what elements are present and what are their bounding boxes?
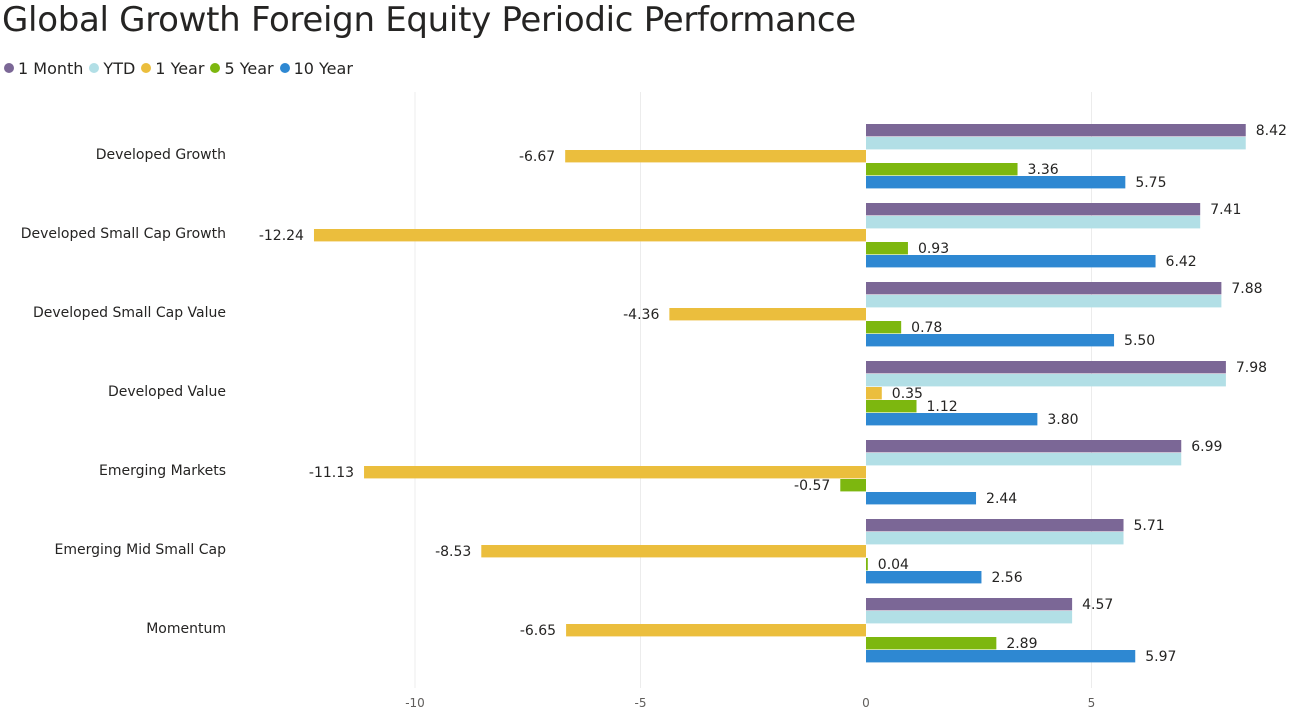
bar[interactable] [364,466,866,479]
bar[interactable] [866,242,908,255]
bar[interactable] [866,400,917,413]
data-label: 5.71 [1134,518,1165,534]
bar[interactable] [866,334,1115,347]
bar[interactable] [866,440,1182,453]
bar[interactable] [669,308,866,321]
data-label: -6.65 [520,623,556,639]
data-label: 0.04 [878,557,909,573]
chart-title: Global Growth Foreign Equity Periodic Pe… [2,0,856,40]
data-label: 2.44 [986,491,1017,507]
data-label: 7.41 [1210,202,1241,218]
data-label: 8.42 [1256,123,1287,139]
legend-item-1-month[interactable]: 1 Month [4,59,83,78]
data-label: 0.35 [892,386,923,402]
x-tick-label: -10 [405,696,425,710]
bar[interactable] [866,532,1124,545]
legend-label: YTD [103,58,136,78]
data-label: -8.53 [435,544,471,560]
bar[interactable] [566,624,866,637]
bar[interactable] [565,150,866,163]
data-label: 0.78 [911,320,942,336]
data-label: 7.88 [1231,281,1262,297]
bar[interactable] [866,216,1201,229]
legend-item-1-year[interactable]: 1 Year [141,59,204,78]
legend-marker-icon [279,63,290,73]
legend-marker-icon [89,63,100,73]
data-label: 3.36 [1028,162,1059,178]
data-label: -6.67 [519,149,555,165]
data-label: 3.80 [1047,412,1078,428]
bar[interactable] [866,163,1018,176]
bar[interactable] [866,598,1073,611]
bar[interactable] [866,361,1226,374]
data-label: 5.97 [1145,649,1176,665]
bar[interactable] [866,282,1222,295]
category-label: Emerging Mid Small Cap [55,542,227,558]
x-tick-label: 0 [862,696,870,710]
data-label: 5.50 [1124,333,1155,349]
bar[interactable] [866,453,1182,466]
legend-marker-icon [4,63,14,73]
bar[interactable] [866,374,1226,387]
bar[interactable] [481,545,866,558]
data-label: -0.57 [794,478,830,494]
bar[interactable] [866,124,1246,137]
legend-label: 1 Month [18,58,84,78]
bar[interactable] [866,413,1038,426]
bar[interactable] [866,203,1201,216]
data-label: 6.99 [1191,439,1222,455]
legend-label: 10 Year [293,58,353,78]
legend-label: 1 Year [155,58,205,78]
data-label: -4.36 [623,307,659,323]
bar[interactable] [866,387,882,400]
data-label: 2.89 [1006,636,1037,652]
data-label: 6.42 [1166,254,1197,270]
data-label: -12.24 [259,228,304,244]
bar[interactable] [313,229,866,242]
bar[interactable] [866,176,1126,189]
legend-marker-icon [141,63,152,73]
legend: 1 Month YTD 1 Year 5 Year 10 Year [4,58,359,78]
category-label: Emerging Markets [99,463,226,479]
category-label: Developed Small Cap Growth [21,226,226,242]
x-tick-label: -5 [635,696,647,710]
data-label: 5.75 [1135,175,1166,191]
bar[interactable] [840,479,866,492]
category-label: Developed Growth [96,147,226,163]
legend-marker-icon [210,63,221,73]
bar[interactable] [866,558,868,571]
category-label: Momentum [146,621,226,637]
bar[interactable] [866,255,1156,268]
bar[interactable] [866,571,982,584]
bar[interactable] [866,137,1246,150]
bar[interactable] [866,519,1124,532]
bar[interactable] [866,295,1222,308]
data-label: -11.13 [309,465,354,481]
data-label: 2.56 [991,570,1022,586]
x-tick-label: 5 [1088,696,1096,710]
bar[interactable] [866,321,902,334]
legend-item-10-year[interactable]: 10 Year [279,58,353,78]
data-label: 4.57 [1082,597,1113,613]
legend-item-ytd[interactable]: YTD [89,59,135,78]
category-label: Developed Small Cap Value [33,305,226,321]
bar[interactable] [866,650,1136,663]
data-label: 7.98 [1236,360,1267,376]
legend-label: 5 Year [224,58,274,78]
legend-item-5-year[interactable]: 5 Year [210,58,274,78]
bar[interactable] [866,492,977,505]
category-label: Developed Value [108,384,226,400]
data-label: 1.12 [927,399,958,415]
bar[interactable] [866,611,1073,624]
bar[interactable] [866,637,997,650]
data-label: 0.93 [918,241,949,257]
